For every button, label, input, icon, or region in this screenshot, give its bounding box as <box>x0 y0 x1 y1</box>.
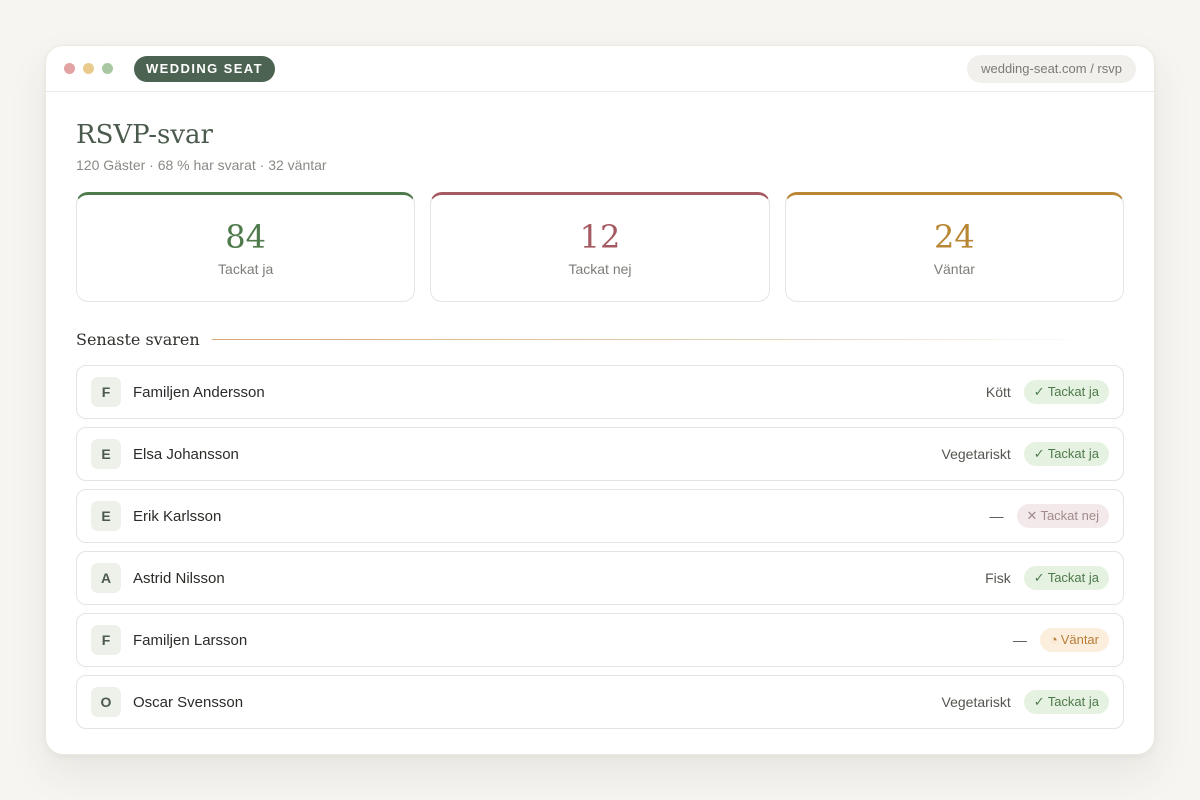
section-title: Senaste svaren <box>76 330 200 349</box>
status-label: Tackat nej <box>1040 508 1099 523</box>
stat-label: Tackat ja <box>218 261 274 277</box>
guest-name: Familjen Larsson <box>133 631 248 649</box>
avatar: F <box>91 625 121 655</box>
guest-name: Oscar Svensson <box>133 693 244 711</box>
maximize-window-button[interactable] <box>102 63 113 74</box>
cross-icon: ✕ <box>1026 508 1038 523</box>
meal-choice: Vegetariskt <box>941 446 1011 462</box>
guest-name: Astrid Nilsson <box>133 569 225 587</box>
status-label: Tackat ja <box>1047 694 1099 709</box>
status-label: Väntar <box>1060 632 1099 647</box>
avatar: F <box>91 377 121 407</box>
close-window-button[interactable] <box>64 63 75 74</box>
status-badge: ✓ Tackat ja <box>1023 566 1109 590</box>
response-list: F Familjen Andersson Kött ✓ Tackat ja E … <box>76 365 1124 729</box>
avatar: A <box>91 563 121 593</box>
stat-label: Tackat nej <box>568 261 632 277</box>
stat-card-declined: 12 Tackat nej <box>430 192 770 302</box>
app-window: WEDDING SEAT wedding-seat.com / rsvp RSV… <box>45 45 1155 755</box>
guest-name: Erik Karlsson <box>133 507 222 525</box>
stat-value: 24 <box>933 218 975 256</box>
avatar: O <box>91 687 121 717</box>
status-label: Tackat ja <box>1047 570 1099 585</box>
status-label: Tackat ja <box>1047 384 1099 399</box>
brand-logo: WEDDING SEAT <box>134 55 275 82</box>
meal-choice: Kött <box>985 384 1011 400</box>
status-label: Tackat ja <box>1047 446 1099 461</box>
main-content: RSVP-svar 120 Gäster · 68 % har svarat ·… <box>46 120 1154 729</box>
status-badge: ✓ Tackat ja <box>1023 690 1109 714</box>
stat-card-pending: 24 Väntar <box>784 192 1124 302</box>
list-item[interactable]: O Oscar Svensson Vegetariskt ✓ Tackat ja <box>76 675 1124 729</box>
stat-value: 12 <box>579 218 621 256</box>
stat-card-accepted: 84 Tackat ja <box>76 192 416 302</box>
clock-icon: ◔ <box>1049 632 1058 647</box>
meal-choice: Fisk <box>985 570 1011 586</box>
avatar: E <box>91 439 121 469</box>
check-icon: ✓ <box>1033 570 1045 585</box>
stat-label: Väntar <box>933 261 975 277</box>
check-icon: ✓ <box>1033 384 1045 399</box>
check-icon: ✓ <box>1033 694 1045 709</box>
check-icon: ✓ <box>1033 446 1045 461</box>
section-divider <box>211 339 1092 340</box>
status-badge: ◔ Väntar <box>1039 628 1109 652</box>
status-badge: ✓ Tackat ja <box>1023 380 1109 404</box>
stats-row: 84 Tackat ja 12 Tackat nej 24 Väntar <box>76 192 1124 302</box>
section-header: Senaste svaren <box>76 330 1124 349</box>
meal-choice: — <box>1012 632 1027 648</box>
meal-choice: Vegetariskt <box>941 694 1011 710</box>
url-bar[interactable]: wedding-seat.com / rsvp <box>967 55 1136 83</box>
page-subtitle: 120 Gäster · 68 % har svarat · 32 väntar <box>76 157 327 173</box>
list-item[interactable]: A Astrid Nilsson Fisk ✓ Tackat ja <box>76 551 1124 605</box>
title-bar: WEDDING SEAT wedding-seat.com / rsvp <box>46 46 1154 92</box>
guest-name: Elsa Johansson <box>133 445 239 463</box>
list-item[interactable]: E Erik Karlsson — ✕ Tackat nej <box>76 489 1124 543</box>
list-item[interactable]: F Familjen Larsson — ◔ Väntar <box>76 613 1124 667</box>
avatar: E <box>91 501 121 531</box>
status-badge: ✓ Tackat ja <box>1023 442 1109 466</box>
stat-value: 84 <box>225 218 267 256</box>
page-title: RSVP-svar <box>76 120 213 150</box>
list-item[interactable]: F Familjen Andersson Kött ✓ Tackat ja <box>76 365 1124 419</box>
minimize-window-button[interactable] <box>83 63 94 74</box>
status-badge: ✕ Tackat nej <box>1016 504 1109 528</box>
guest-name: Familjen Andersson <box>133 383 265 401</box>
window-controls <box>64 63 113 74</box>
list-item[interactable]: E Elsa Johansson Vegetariskt ✓ Tackat ja <box>76 427 1124 481</box>
meal-choice: — <box>989 508 1004 524</box>
